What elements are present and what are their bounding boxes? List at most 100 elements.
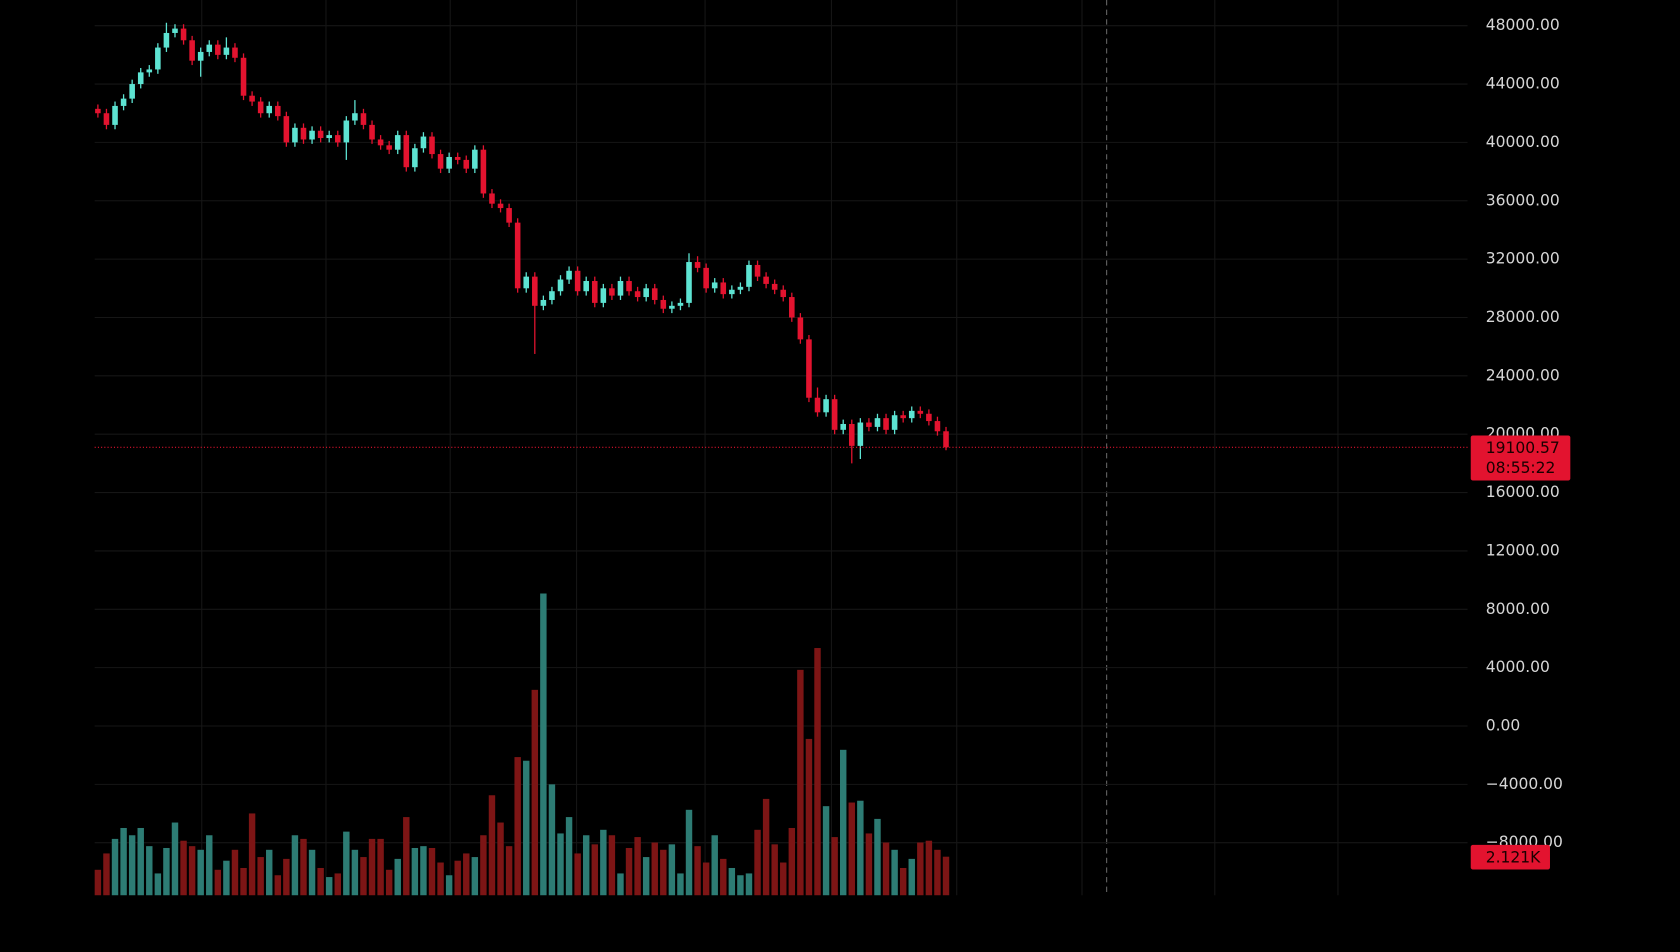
candle-body (600, 288, 607, 303)
candle-body (506, 208, 512, 223)
volume-bar (437, 862, 444, 896)
candle-body (669, 305, 675, 309)
volume-bar (274, 875, 282, 896)
candle-body (771, 283, 778, 290)
volume-bar (754, 829, 761, 896)
volume-bar (591, 844, 598, 896)
volume-bar (557, 833, 564, 896)
volume-bar (831, 837, 838, 896)
candle-body (626, 281, 632, 292)
last-volume-tag (1470, 844, 1550, 870)
candle-body (900, 415, 906, 419)
candle-body (746, 264, 752, 287)
volume-bar (94, 869, 102, 896)
candle-body (566, 270, 572, 280)
candle-body (703, 267, 709, 289)
volume-bar (171, 822, 179, 896)
candle-body (129, 84, 135, 99)
volume-bar (523, 760, 530, 896)
candle-body (223, 47, 230, 55)
volume-bar (111, 838, 119, 896)
volume-bar (805, 738, 813, 896)
candle-body (814, 397, 821, 413)
candle-body (831, 399, 838, 430)
candle-body (412, 148, 418, 168)
candle-body (103, 113, 110, 125)
volume-bar (891, 849, 898, 896)
volume-bar (625, 847, 633, 896)
volume-bar (343, 831, 350, 896)
candle-body (266, 105, 273, 114)
volume-bar (394, 858, 401, 896)
candle-body (497, 203, 504, 209)
volume-bar (917, 842, 924, 896)
volume-bar (745, 873, 753, 896)
volume-bar (737, 875, 744, 896)
volume-bar (188, 846, 196, 896)
volume-bar (471, 857, 479, 896)
candle-body (317, 130, 324, 139)
y-tick-label: 48000.00 (1486, 16, 1560, 34)
candle-body (292, 127, 298, 143)
volume-bar (120, 827, 127, 896)
volume-bar (351, 849, 359, 896)
candle-body (283, 116, 290, 143)
candle-body (480, 149, 487, 194)
volume-bar (197, 849, 204, 896)
candle-body (257, 101, 264, 114)
candle-body (763, 276, 769, 284)
candle-body (711, 282, 718, 289)
candle-body (137, 72, 144, 85)
candle-body (420, 136, 427, 149)
volume-bar (617, 873, 624, 896)
last-price-label: 19100.57 (1486, 439, 1560, 457)
volume-bar (822, 806, 830, 896)
candle-body (651, 288, 658, 300)
candle-body (240, 57, 247, 96)
volume-bar (368, 838, 376, 896)
volume-bar (266, 849, 273, 896)
candle-body (454, 156, 461, 160)
volume-bar (694, 846, 701, 896)
candle-body (532, 276, 538, 306)
candle-body (232, 47, 238, 58)
candle-body (643, 288, 649, 298)
candle-body (206, 44, 213, 52)
candle-body (737, 286, 744, 290)
volume-bar (300, 838, 307, 896)
y-tick-label: 28000.00 (1486, 308, 1560, 326)
volume-bar (582, 835, 590, 896)
volume-bar (420, 846, 427, 896)
candle-body (797, 317, 804, 340)
volume-bar (771, 844, 778, 896)
candle-body (891, 415, 898, 430)
candle-body (617, 281, 624, 296)
volume-bar (454, 860, 461, 896)
volume-bar (377, 838, 384, 896)
candle-body (180, 28, 187, 41)
candle-body (591, 281, 598, 303)
candle-body (943, 431, 949, 448)
candle-body (926, 413, 932, 422)
candle-body (489, 193, 495, 204)
candle-body (574, 270, 581, 292)
candle-body (540, 299, 547, 306)
volume-bar (488, 795, 496, 896)
volume-bar (154, 873, 162, 896)
volume-bar (660, 849, 667, 896)
candle-body (883, 418, 889, 430)
volume-bar (445, 875, 453, 896)
last-volume-label: 2.121K (1486, 848, 1541, 866)
candle-body (660, 299, 667, 309)
volume-bar (325, 877, 333, 896)
candle-body (326, 135, 332, 139)
volume-bar (874, 818, 881, 896)
candle-body (866, 422, 872, 427)
candle-body (857, 422, 864, 446)
candle-body (609, 288, 615, 296)
volume-bar (797, 669, 804, 896)
candle-body (155, 47, 161, 70)
candle-body (189, 40, 195, 61)
